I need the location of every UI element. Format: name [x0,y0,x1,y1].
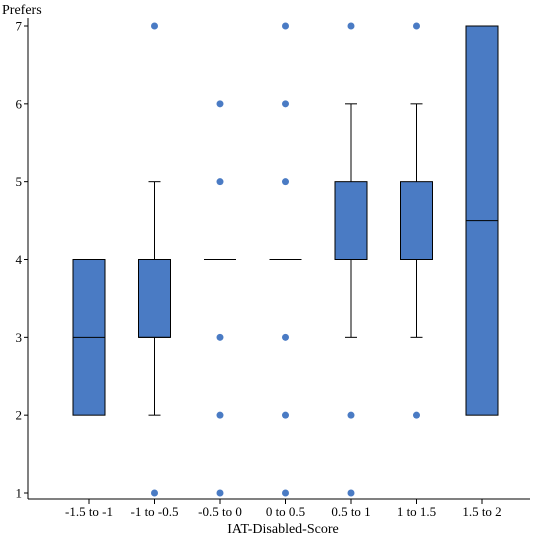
y-tick-label: 3 [16,330,23,345]
x-tick-label: -1 to -0.5 [130,504,178,519]
x-axis-title: IAT-Disabled-Score [227,522,338,537]
outlier-point [216,178,224,186]
box-series [72,22,499,497]
outlier-point [413,411,420,419]
x-tick-label: 0.5 to 1 [331,504,370,519]
outlier-point [282,178,289,186]
box-group [204,100,236,497]
y-tick-label: 6 [16,96,23,111]
outlier-point [216,333,224,341]
box-group [138,22,171,497]
box-group [334,22,368,497]
outlier-point [216,411,224,419]
outlier-point [347,489,355,497]
box-group [400,22,433,419]
outlier-point [413,22,420,30]
y-tick-label: 5 [16,174,23,189]
x-tick-label: -0.5 to 0 [198,504,242,519]
axes: 1 2 3 4 5 6 7 -1.5 to -1 -1 to -0.5 -0.5 to 0 0 to… [16,18,530,519]
box-group [269,22,302,497]
outlier-point [151,489,158,497]
outlier-point [216,489,224,497]
outlier-point [282,411,289,419]
y-tick-label: 7 [16,19,23,34]
box-group [72,259,106,416]
outlier-point [347,22,355,30]
x-tick-label: 1.5 to 2 [462,504,501,519]
x-tick-label: 1 to 1.5 [397,504,436,519]
outlier-point [282,22,289,30]
outlier-point [282,100,289,108]
x-tick-label: -1.5 to -1 [65,504,113,519]
outlier-point [282,333,289,341]
x-tick-label: 0 to 0.5 [266,504,305,519]
y-axis-title: Prefers [2,3,42,18]
outlier-point [216,100,224,108]
y-tick-label: 4 [16,252,23,267]
box-body [334,181,368,261]
outlier-point [347,411,355,419]
box-group [465,25,499,416]
y-tick-label: 1 [16,486,23,501]
box-body [400,181,433,261]
box-body [138,259,171,338]
outlier-point [151,22,158,30]
outlier-point [282,489,289,497]
y-tick-label: 2 [16,408,23,423]
